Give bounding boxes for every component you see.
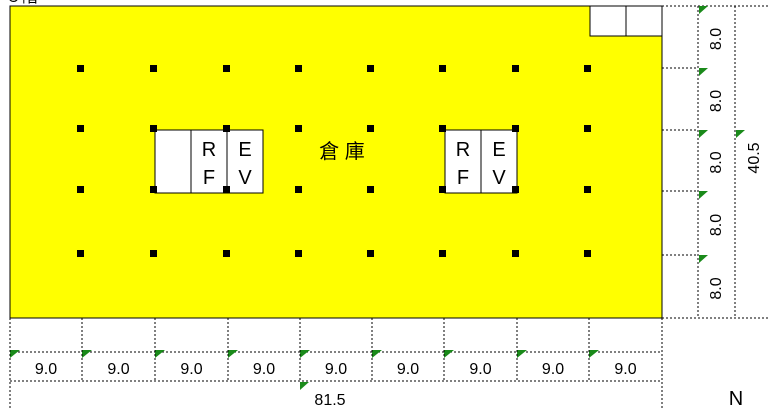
bay-x-tick-2 xyxy=(82,350,92,358)
column-r1-c1 xyxy=(77,65,84,72)
column-r3-c7 xyxy=(512,186,519,193)
bay-x-tick-5 xyxy=(300,350,310,358)
core-right-rf-bottom: F xyxy=(457,167,469,189)
column-r4-c3 xyxy=(223,250,230,257)
bay-x-label-8: 9.0 xyxy=(542,361,564,378)
bay-x-tick-7 xyxy=(444,350,454,358)
bay-x-tick-8 xyxy=(517,350,527,358)
floor-label: ５階 xyxy=(6,0,38,6)
bay-x-label-7: 9.0 xyxy=(469,361,491,378)
bay-x-label-3: 9.0 xyxy=(180,361,202,378)
column-r4-c4 xyxy=(295,250,302,257)
column-r4-c6 xyxy=(439,250,446,257)
column-r4-c1 xyxy=(77,250,84,257)
bay-y-tick-3 xyxy=(699,130,708,138)
column-r4-c5 xyxy=(367,250,374,257)
column-r3-c3 xyxy=(223,186,230,193)
dimension-chain-right: 8.0 8.0 8.0 8.0 8.0 40.5 xyxy=(662,5,769,319)
column-r2-c1 xyxy=(77,125,84,132)
bay-x-label-5: 9.0 xyxy=(325,361,347,378)
column-r2-c3 xyxy=(223,125,230,132)
bay-x-tick-6 xyxy=(372,350,382,358)
bay-y-label-1: 8.0 xyxy=(708,28,725,50)
north-indicator: N xyxy=(729,388,743,410)
bay-y-label-4: 8.0 xyxy=(708,214,725,236)
column-r3-c8 xyxy=(584,186,591,193)
core-left-rf-bottom: F xyxy=(203,167,215,189)
total-width-label: 81.5 xyxy=(314,392,345,409)
bay-x-tick-4 xyxy=(228,350,238,358)
column-r1-c3 xyxy=(223,65,230,72)
bay-y-label-2: 8.0 xyxy=(708,90,725,112)
bay-y-tick-4 xyxy=(699,191,708,199)
core-left-ev-box xyxy=(226,129,264,194)
column-r1-c2 xyxy=(150,65,157,72)
column-grid xyxy=(77,65,591,257)
warehouse-floor-area xyxy=(9,5,663,319)
column-r3-c2 xyxy=(150,186,157,193)
bay-x-label-4: 9.0 xyxy=(253,361,275,378)
core-right: R F E V xyxy=(444,129,518,194)
total-width-tick xyxy=(300,382,309,390)
bay-y-tick-1 xyxy=(699,6,708,14)
column-r1-c8 xyxy=(584,65,591,72)
core-left-ev-bottom: V xyxy=(238,167,252,189)
column-r4-c8 xyxy=(584,250,591,257)
column-r4-c2 xyxy=(150,250,157,257)
column-r4-c7 xyxy=(512,250,519,257)
column-r2-c2 xyxy=(150,125,157,132)
column-r2-c5 xyxy=(367,125,374,132)
bay-x-label-1: 9.0 xyxy=(35,361,57,378)
bay-y-tick-2 xyxy=(699,68,708,76)
core-left-rf-top: R xyxy=(202,139,216,161)
column-r2-c4 xyxy=(295,125,302,132)
bay-y-label-3: 8.0 xyxy=(708,151,725,173)
bay-y-label-5: 8.0 xyxy=(708,277,725,299)
core-left: R F E V xyxy=(154,129,264,194)
core-right-ev-bottom: V xyxy=(492,167,506,189)
column-r2-c7 xyxy=(512,125,519,132)
bay-x-tick-9 xyxy=(589,350,599,358)
column-r1-c4 xyxy=(295,65,302,72)
bay-x-label-2: 9.0 xyxy=(107,361,129,378)
bay-y-tick-5 xyxy=(699,255,708,263)
bay-x-tick-3 xyxy=(155,350,165,358)
column-r3-c5 xyxy=(367,186,374,193)
total-height-label: 40.5 xyxy=(746,142,763,173)
bay-dimensions-y: 8.0 8.0 8.0 8.0 8.0 xyxy=(662,5,725,300)
bay-x-label-6: 9.0 xyxy=(397,361,419,378)
column-r3-c4 xyxy=(295,186,302,193)
column-r1-c5 xyxy=(367,65,374,72)
core-right-rf-top: R xyxy=(456,139,470,161)
bay-x-label-9: 9.0 xyxy=(614,361,636,378)
core-right-ev-box xyxy=(480,129,518,194)
top-right-box-2 xyxy=(625,5,663,37)
column-r3-c6 xyxy=(439,186,446,193)
column-r2-c8 xyxy=(584,125,591,132)
column-r2-c6 xyxy=(439,125,446,132)
total-height-tick xyxy=(736,130,745,138)
column-r3-c1 xyxy=(77,186,84,193)
core-right-ev-top: E xyxy=(492,139,505,161)
bay-dimensions-x: 9.0 9.0 9.0 9.0 9.0 9.0 9.0 9.0 9.0 xyxy=(9,318,637,381)
core-left-void xyxy=(154,129,192,194)
column-r1-c6 xyxy=(439,65,446,72)
bay-x-tick-1 xyxy=(10,350,20,358)
dimension-chain-bottom: 9.0 9.0 9.0 9.0 9.0 9.0 9.0 9.0 9.0 81.5 xyxy=(9,318,663,410)
room-label-warehouse: 倉 庫 xyxy=(319,140,365,163)
column-r1-c7 xyxy=(512,65,519,72)
core-left-ev-top: E xyxy=(238,139,251,161)
top-right-box-1 xyxy=(589,5,627,37)
core-left-rf-box xyxy=(190,129,228,194)
